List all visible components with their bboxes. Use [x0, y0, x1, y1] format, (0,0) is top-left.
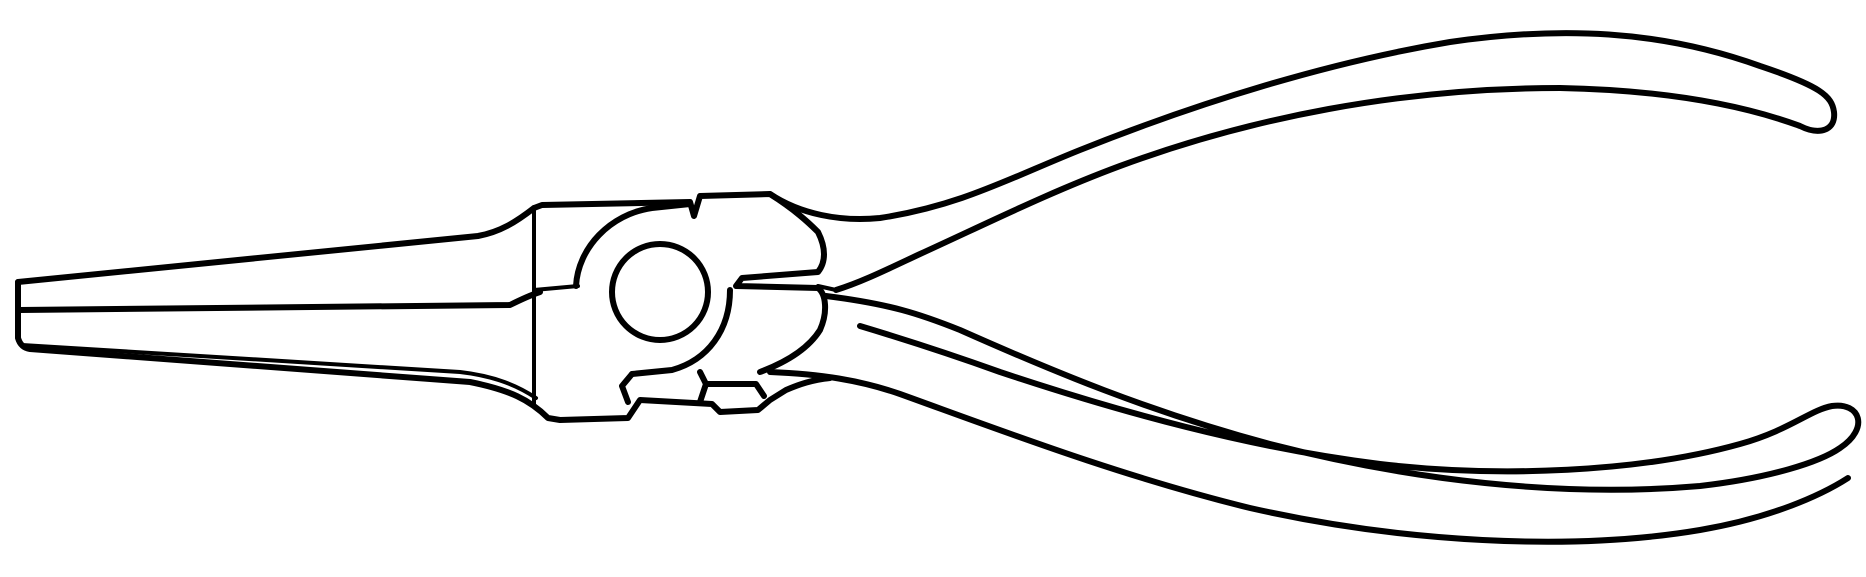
joint-notch-left — [619, 371, 635, 405]
upper-handle-inner — [816, 284, 838, 292]
pliers-upper-handle — [767, 30, 1838, 293]
jaw-top-edge — [15, 205, 537, 285]
joint-crescent-lower — [629, 287, 733, 377]
pliers-lower-handle — [767, 293, 1862, 545]
pivot-screw — [609, 241, 711, 343]
lower-handle-inner — [767, 369, 1851, 545]
jaw-split-line — [17, 289, 543, 313]
joint-notch-right — [697, 369, 767, 405]
joint-inner-line — [532, 284, 580, 292]
pliers-jaws — [15, 205, 833, 423]
joint-crescent — [573, 201, 693, 289]
upper-handle-outer — [767, 30, 1838, 293]
lower-handle-outer — [823, 293, 1862, 493]
jaw-inner-contour — [20, 343, 538, 400]
